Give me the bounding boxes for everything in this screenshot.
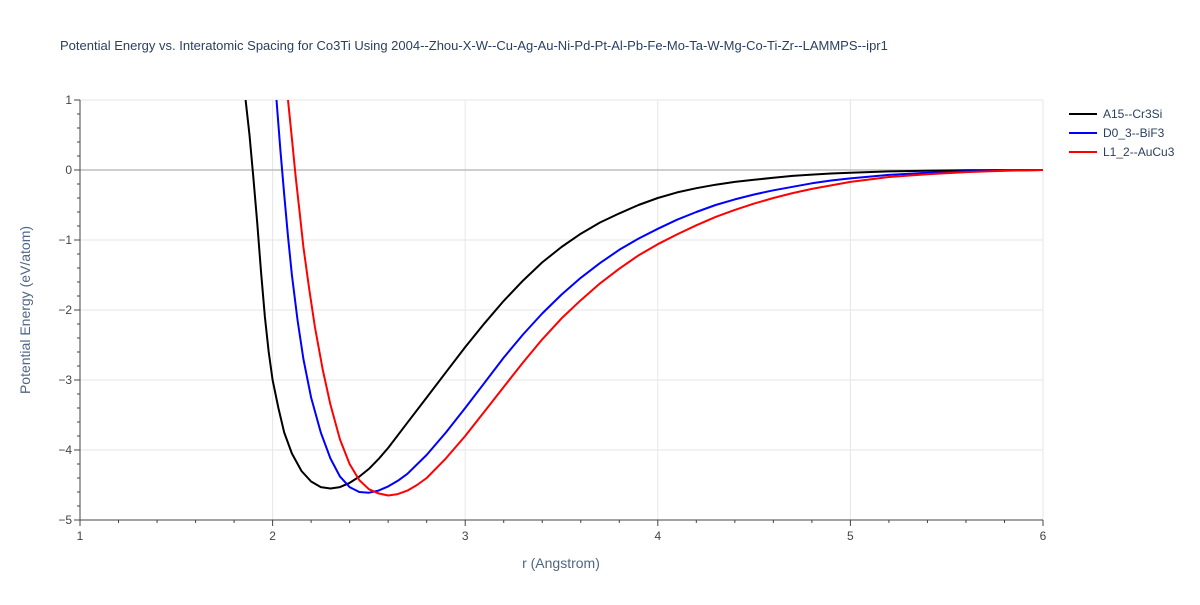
series-layer <box>244 100 1043 497</box>
legend-label: A15--Cr3Si <box>1103 107 1162 121</box>
legend-label: L1_2--AuCu3 <box>1103 145 1175 159</box>
x-tick-label: 3 <box>462 529 469 543</box>
y-tick-label: −4 <box>58 443 72 457</box>
legend-label: D0_3--BiF3 <box>1103 126 1165 140</box>
tick-labels: 1 2 3 4 5 6 1 0 −1 −2 −3 −4 −5 <box>58 93 1046 543</box>
y-tick-label: −2 <box>58 303 72 317</box>
legend-item[interactable]: A15--Cr3Si <box>1069 107 1162 121</box>
axis-layer <box>74 99 1044 526</box>
legend[interactable]: A15--Cr3Si D0_3--BiF3 L1_2--AuCu3 <box>1069 107 1175 159</box>
grid-layer <box>80 99 1044 520</box>
y-tick-label: −5 <box>58 513 72 527</box>
series-line-3 <box>287 100 1043 497</box>
x-tick-label: 2 <box>269 529 276 543</box>
y-tick-label: 1 <box>65 93 72 107</box>
y-tick-label: 0 <box>65 163 72 177</box>
x-tick-label: 1 <box>77 529 84 543</box>
x-tick-label: 4 <box>654 529 661 543</box>
series-line-1 <box>244 100 1043 490</box>
chart-title: Potential Energy vs. Interatomic Spacing… <box>60 38 888 53</box>
x-tick-label: 6 <box>1040 529 1047 543</box>
legend-item[interactable]: L1_2--AuCu3 <box>1069 145 1175 159</box>
y-tick-label: −1 <box>58 233 72 247</box>
y-axis-title: Potential Energy (eV/atom) <box>17 226 33 394</box>
y-tick-label: −3 <box>58 373 72 387</box>
legend-item[interactable]: D0_3--BiF3 <box>1069 126 1165 140</box>
x-tick-label: 5 <box>847 529 854 543</box>
x-axis-title: r (Angstrom) <box>522 555 600 571</box>
series-line-2 <box>275 100 1043 494</box>
